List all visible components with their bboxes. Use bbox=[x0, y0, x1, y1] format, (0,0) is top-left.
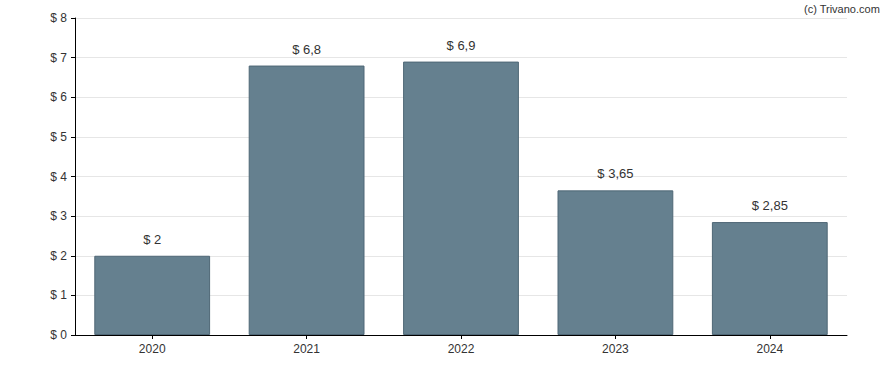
svg-text:2024: 2024 bbox=[756, 342, 783, 356]
svg-text:$ 7: $ 7 bbox=[50, 51, 67, 65]
svg-text:$ 6,8: $ 6,8 bbox=[292, 42, 321, 57]
svg-text:2020: 2020 bbox=[139, 342, 166, 356]
svg-text:$ 4: $ 4 bbox=[50, 170, 67, 184]
svg-text:2021: 2021 bbox=[293, 342, 320, 356]
svg-text:$ 2: $ 2 bbox=[50, 249, 67, 263]
svg-text:$ 1: $ 1 bbox=[50, 288, 67, 302]
svg-text:$ 5: $ 5 bbox=[50, 130, 67, 144]
svg-text:2022: 2022 bbox=[448, 342, 475, 356]
svg-text:$ 2,85: $ 2,85 bbox=[752, 198, 788, 213]
svg-text:(c) Trivano.com: (c) Trivano.com bbox=[804, 3, 880, 15]
svg-text:$ 3: $ 3 bbox=[50, 209, 67, 223]
svg-text:$ 3,65: $ 3,65 bbox=[597, 166, 633, 181]
svg-text:$ 8: $ 8 bbox=[50, 11, 67, 25]
svg-text:2023: 2023 bbox=[602, 342, 629, 356]
svg-text:$ 2: $ 2 bbox=[143, 232, 161, 247]
svg-text:$ 6,9: $ 6,9 bbox=[447, 38, 476, 53]
svg-text:$ 6: $ 6 bbox=[50, 90, 67, 104]
svg-text:$ 0: $ 0 bbox=[50, 328, 67, 342]
